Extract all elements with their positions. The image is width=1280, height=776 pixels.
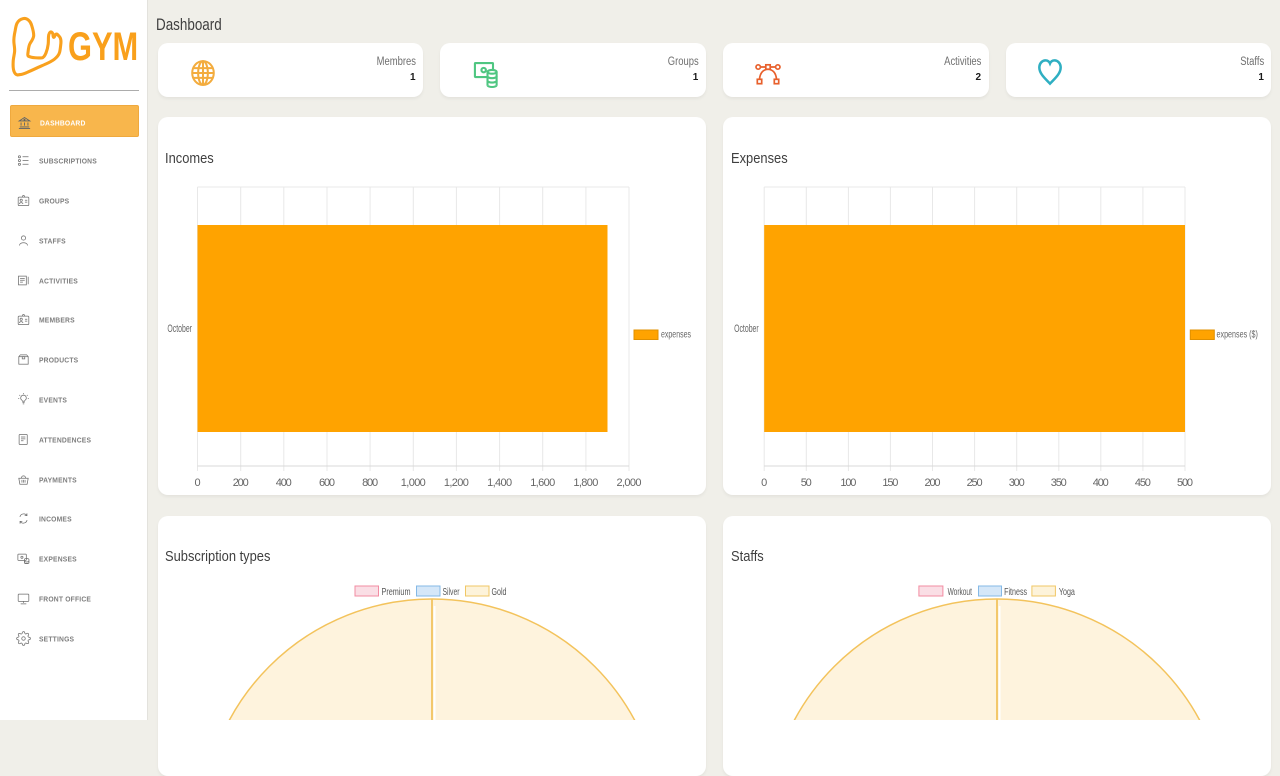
svg-text:October: October xyxy=(167,323,192,335)
svg-text:400: 400 xyxy=(275,477,291,489)
svg-text:0: 0 xyxy=(761,477,767,489)
svg-text:Yoga: Yoga xyxy=(1059,586,1075,598)
svg-text:Silver: Silver xyxy=(442,586,459,598)
svg-text:1,400: 1,400 xyxy=(487,477,512,489)
svg-text:200: 200 xyxy=(925,477,941,489)
svg-text:450: 450 xyxy=(1135,477,1151,489)
svg-text:300: 300 xyxy=(1009,477,1025,489)
svg-text:350: 350 xyxy=(1051,477,1067,489)
svg-text:Workout: Workout xyxy=(948,586,972,598)
svg-text:Premium: Premium xyxy=(381,586,410,598)
svg-text:1,600: 1,600 xyxy=(530,477,555,489)
svg-text:600: 600 xyxy=(319,477,335,489)
svg-text:500: 500 xyxy=(1177,477,1193,489)
svg-text:Gold: Gold xyxy=(491,586,506,598)
svg-text:100: 100 xyxy=(840,477,856,489)
svg-text:expenses ($): expenses ($) xyxy=(1217,329,1258,341)
svg-text:expenses: expenses xyxy=(661,329,691,341)
svg-text:200: 200 xyxy=(232,477,248,489)
svg-text:2,000: 2,000 xyxy=(616,477,641,489)
svg-text:250: 250 xyxy=(967,477,983,489)
svg-text:Fitness: Fitness xyxy=(1004,586,1027,598)
svg-text:October: October xyxy=(734,323,759,335)
svg-text:0: 0 xyxy=(194,477,200,489)
svg-text:800: 800 xyxy=(362,477,378,489)
svg-text:400: 400 xyxy=(1093,477,1109,489)
svg-text:1,800: 1,800 xyxy=(573,477,598,489)
svg-text:150: 150 xyxy=(882,477,898,489)
svg-text:50: 50 xyxy=(801,477,812,489)
svg-text:1,200: 1,200 xyxy=(443,477,468,489)
svg-text:1,000: 1,000 xyxy=(400,477,425,489)
